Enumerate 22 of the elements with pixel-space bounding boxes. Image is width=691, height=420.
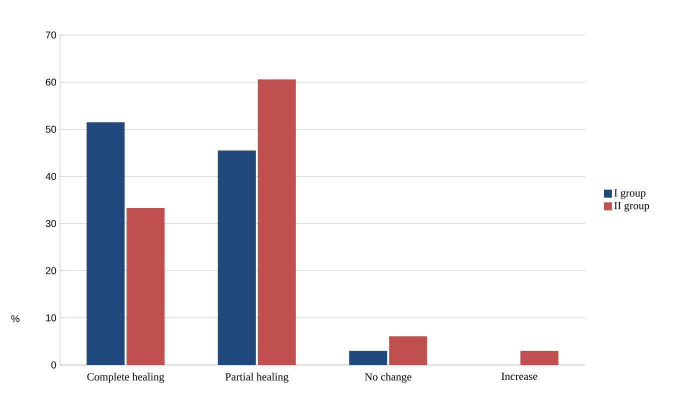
bar: [218, 150, 256, 365]
y-tick-label: 50: [46, 126, 56, 133]
x-tick-label: Increase: [502, 372, 538, 380]
legend-label: II group: [614, 202, 650, 212]
y-tick-label: 10: [46, 314, 56, 322]
y-tick-label: 60: [46, 78, 56, 86]
y-tick-label: 0: [51, 361, 56, 369]
bar: [258, 79, 296, 365]
bar: [86, 122, 125, 365]
y-axis-title: %: [11, 315, 20, 322]
x-tick-label: Partial healing: [225, 372, 288, 383]
bar: [520, 350, 558, 365]
y-tick-label: 20: [46, 267, 56, 274]
y-tick-label: 70: [46, 31, 56, 39]
y-tick-label: 30: [46, 220, 56, 228]
bar: [126, 208, 165, 365]
y-tick-label: 40: [46, 172, 56, 180]
bar: [349, 350, 388, 365]
bar: [389, 336, 428, 365]
x-tick-label: No change: [364, 372, 412, 383]
legend-label: I group: [614, 189, 646, 199]
x-tick-label: Complete healing: [87, 372, 164, 383]
